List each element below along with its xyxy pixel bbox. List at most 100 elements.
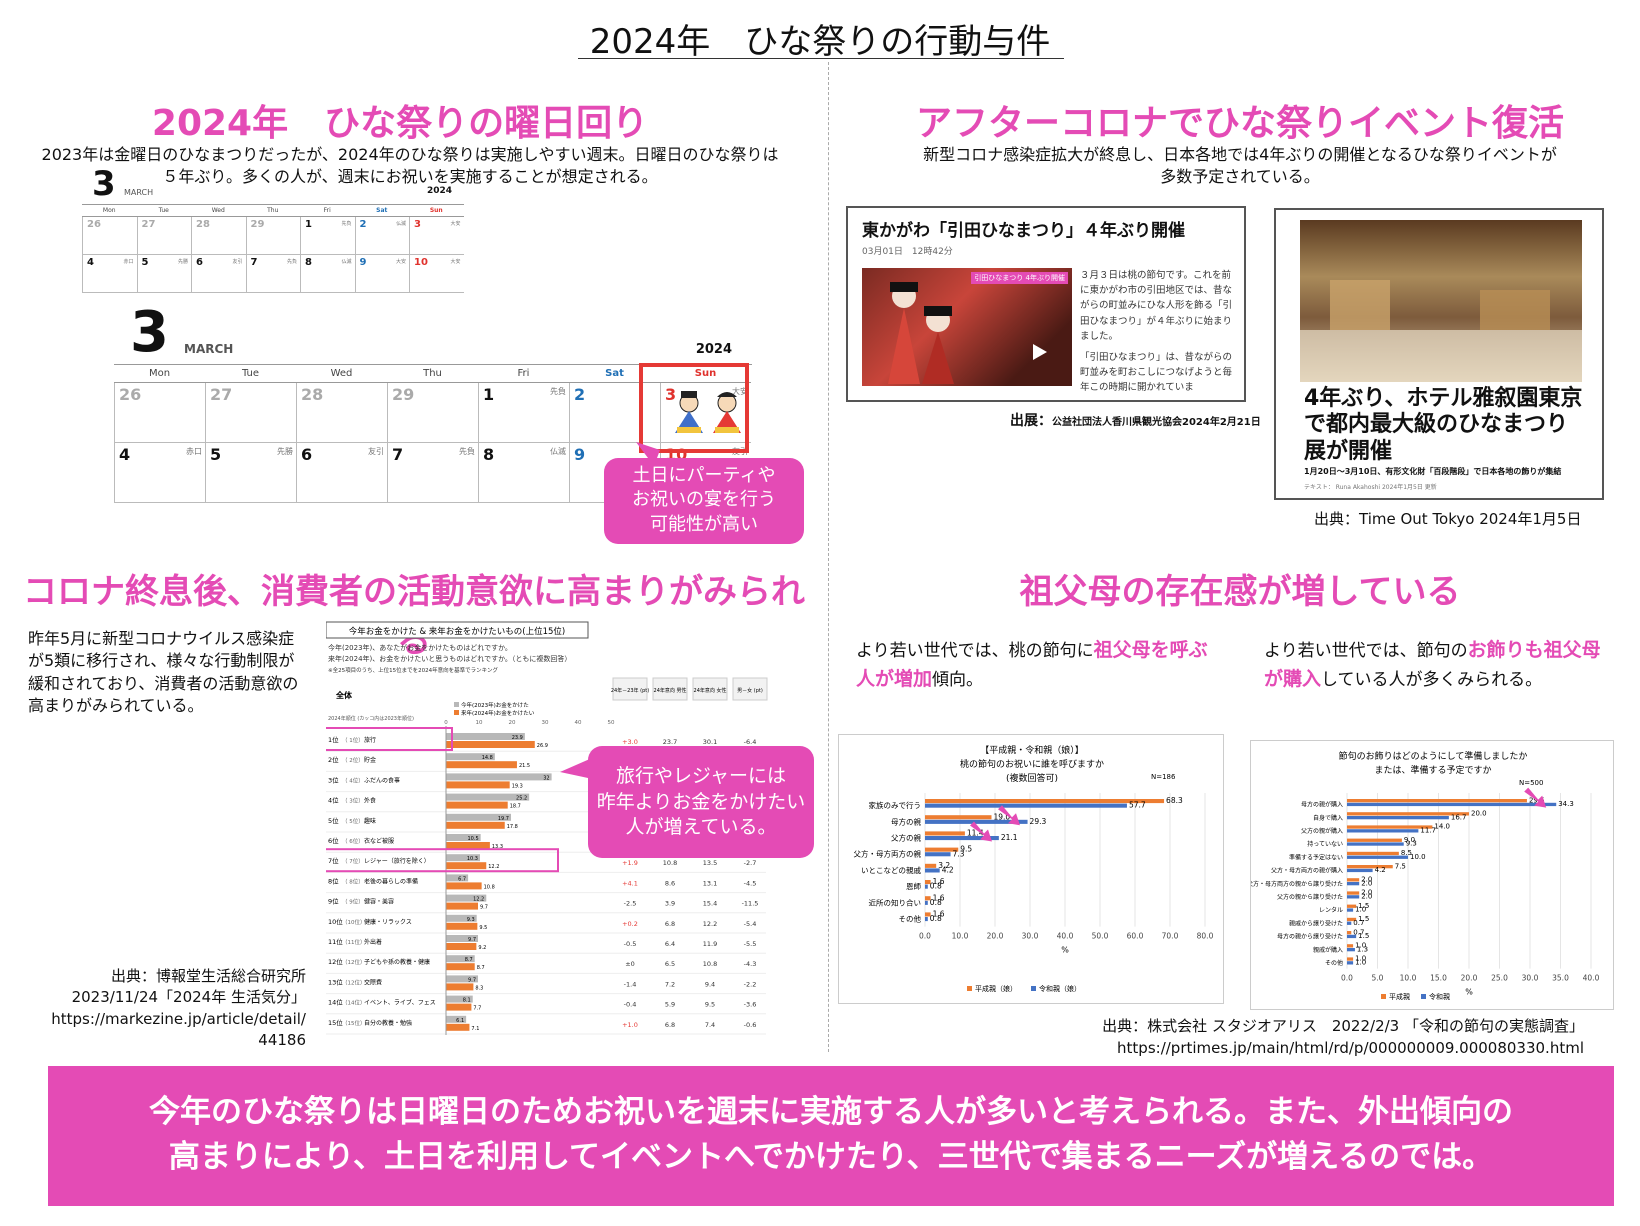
rank-row-value: 9.4 — [705, 980, 715, 988]
rank-bar-2023 — [446, 935, 479, 942]
q4-right-highlight2: が購入 — [1264, 668, 1322, 691]
rank-bar-2024 — [446, 922, 478, 930]
rank-row-rank: 8位 — [328, 876, 339, 885]
hbar-category: 父方・母方両方の親が購入 — [1271, 867, 1343, 875]
cal-day-cell: 6 友引 — [296, 443, 387, 503]
rank-row-label: 貯金 — [364, 756, 376, 764]
cal-rokuyo-label: 先負 — [459, 447, 475, 456]
rank-row-value: -6.4 — [744, 738, 757, 746]
hbar-bar — [1347, 838, 1402, 842]
rank-col-header-box — [612, 677, 648, 701]
rank-row-value: 10.8 — [663, 859, 677, 867]
cal-rokuyo-label: 仏滅 — [395, 221, 406, 227]
card1-body: ３月３日は桃の節句です。これを前に東かがわ市の引田地区では、昔ながらの町並みにひ… — [1080, 268, 1238, 396]
cal-day-number: 2 — [574, 385, 586, 404]
card1-source: 出展：公益社団法人香川県観光協会2024年2月21日 — [1010, 410, 1261, 430]
rank-row-value: -2.7 — [744, 859, 757, 867]
q1-description: 2023年は金曜日のひなまつりだったが、2024年のひな祭りは実施しやすい週末。… — [30, 144, 790, 189]
rank-bar-2023 — [446, 1015, 467, 1023]
rank-row-prev-rank: （12位） — [342, 978, 366, 986]
cal-rokuyo-label: 先負 — [286, 259, 297, 265]
hbar-value-label: 1.5 — [1358, 915, 1369, 923]
rank-bar-2023-label: 25.2 — [516, 796, 527, 802]
hbar-value-label: 2.0 — [1361, 889, 1372, 897]
hbar-bar — [1347, 829, 1419, 833]
hbar-value-label: 16.7 — [1451, 813, 1467, 821]
q3-heading: コロナ終息後、消費者の活動意欲に高まりがみられる — [23, 572, 805, 661]
hbar-value-label: 1.6 — [933, 893, 945, 902]
rank-chart-title-box — [326, 621, 589, 639]
card2-subheadline: 1月20日〜3月10日、有形文化財「百段階段」で日本各地の飾りが集結 — [1304, 467, 1562, 476]
rank-bar-2023 — [446, 834, 481, 841]
rank-col-header: 24年意向 男性 — [654, 687, 687, 694]
cal-day-number: 7 — [250, 257, 258, 268]
hbar-value-label: 0.8 — [930, 898, 942, 907]
rank-bar-2023 — [446, 955, 475, 963]
rank-row-rank: 6位 — [328, 836, 339, 845]
play-icon[interactable] — [1027, 340, 1051, 364]
q4-source-line2: https://prtimes.jp/main/html/rd/p/000000… — [1117, 1038, 1584, 1057]
article-card-gajoen[interactable]: 4年ぶり、ホテル雅叙園東京で都内最大級のひなまつり展が開催 1月20日〜3月10… — [1274, 208, 1604, 500]
rank-row-prev-rank: （ 5位） — [342, 817, 364, 825]
cal-small-year: 2024 — [426, 186, 452, 196]
hbar-value-label: 11.4 — [967, 829, 984, 838]
cal-weekday-mon: Mon — [82, 205, 137, 217]
rank-bar-2023-label: 12.2 — [473, 897, 484, 903]
card1-video-thumbnail[interactable]: 引田ひなまつり 4年ぶり開催 — [862, 268, 1072, 386]
rank-bar-2023-label: 14.8 — [482, 755, 493, 761]
hbar-category: その他 — [1325, 959, 1343, 967]
hbar-subtitle: 桃の節句のお祝いに誰を呼びますか — [960, 758, 1104, 770]
rank-chart-note: 来年(2024年)、お金をかけたいと思うものはどれですか。（ともに複数回答） — [328, 654, 571, 663]
hbar-bar — [925, 912, 931, 917]
rank-row-prev-rank: （12位） — [342, 958, 366, 966]
rank-xtick: 40 — [575, 720, 582, 726]
rank-xtick: 20 — [509, 720, 516, 726]
article-card-hiketa[interactable]: 東かがわ「引田ひなまつり」４年ぶり開催 03月01日 12時42分 引田ひなまつ… — [846, 206, 1246, 402]
hbar-xtick: 20.0 — [987, 932, 1004, 941]
hbar-xtick: 5.0 — [1372, 974, 1384, 983]
cal-day-number: 5 — [141, 257, 149, 268]
hbar-bar — [1347, 908, 1354, 912]
hbar-xtick: 10.0 — [1400, 974, 1417, 983]
cal-rokuyo-label: 先負 — [550, 387, 566, 396]
cal-rokuyo-label: 先負 — [341, 221, 352, 227]
cal-small-month-name: MARCH — [124, 188, 154, 197]
hbar-bar — [1347, 855, 1408, 859]
q3-source: 出典：博報堂生活総合研究所 2023/11/24「2024年 生活気分」 htt… — [26, 966, 306, 1051]
hbar-bar — [1347, 865, 1393, 869]
rank-chart-note: ※全25項目のうち、上位15位までを2024年意向を基準でランキング — [328, 666, 498, 674]
rank-row-value: +0.2 — [622, 920, 638, 928]
cal-day-cell: 7 先負 — [245, 255, 300, 293]
rank-bar-2023 — [446, 995, 473, 1003]
rank-bar-2023-label: 23.9 — [512, 735, 523, 741]
cal-day-cell: 1 先負 — [478, 383, 569, 443]
hbar-legend-swatch — [967, 986, 972, 991]
card1-source-label: 出展： — [1010, 413, 1052, 429]
card2-photo — [1300, 220, 1582, 382]
card1-video-caption: 引田ひなまつり 4年ぶり開催 — [971, 272, 1068, 284]
vertical-divider — [828, 62, 829, 1052]
hbar-bar — [925, 900, 928, 905]
rank-bar-2024-label: 9.7 — [480, 905, 488, 911]
cal-day-number: 6 — [196, 257, 203, 268]
rank-row-value: 6.5 — [665, 960, 675, 968]
rank-bar-2023-label: 8.7 — [465, 957, 473, 963]
hbar-xtick: 0.0 — [919, 932, 931, 941]
pink-arrow-icon — [998, 805, 1020, 826]
rank-xtick: 0 — [444, 720, 448, 726]
cal-day-cell: 3 大安 — [660, 383, 751, 443]
rank-row-label: 旅行 — [364, 736, 376, 744]
hbar-xtick: 50.0 — [1092, 932, 1109, 941]
hina-dolls-icon — [675, 391, 741, 433]
hbar-category: 母方の親から譲り受けた — [1277, 933, 1343, 941]
rank-row-prev-rank: （ 6位） — [342, 837, 364, 845]
hbar-value-label: 9.3 — [1406, 840, 1417, 848]
cal-day-cell: 1 先負 — [300, 217, 355, 255]
rank-row-value: 6.8 — [665, 920, 675, 928]
rank-col-header-box — [652, 677, 688, 701]
cal-weekday-thu: Thu — [245, 205, 300, 217]
bubble2-line1: 旅行やレジャーには — [615, 765, 787, 787]
rank-bar-2023 — [446, 975, 479, 983]
rank-row-value: +1.0 — [622, 1021, 638, 1029]
rank-row-rank: 7位 — [328, 856, 339, 865]
